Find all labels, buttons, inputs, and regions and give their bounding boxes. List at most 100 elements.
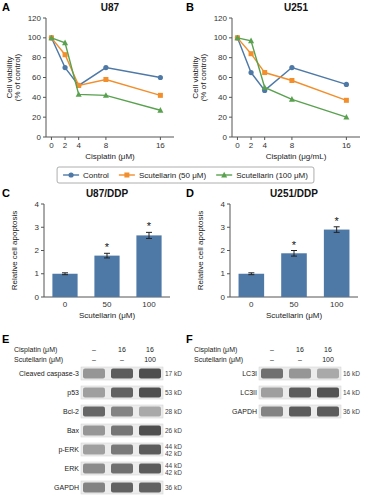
marker bbox=[344, 98, 349, 103]
y-tick bbox=[227, 297, 230, 298]
band bbox=[83, 445, 105, 455]
panel-label: E bbox=[2, 333, 9, 345]
band bbox=[261, 388, 283, 398]
lane-background bbox=[81, 367, 163, 380]
x-tick-label: 8 bbox=[290, 141, 295, 150]
marker bbox=[262, 70, 267, 75]
marker bbox=[62, 40, 68, 46]
marker bbox=[343, 114, 349, 120]
column-header-label: Cisplatin (μM) bbox=[194, 346, 237, 354]
x-tick bbox=[160, 137, 161, 140]
bar bbox=[239, 274, 265, 297]
column-header-value: 16 bbox=[118, 346, 126, 353]
x-label: Scutellarin (μM) bbox=[266, 311, 323, 320]
row-label-right: 26 kD bbox=[165, 427, 182, 434]
band bbox=[83, 426, 105, 436]
bar-panel: U251/DDPD01234Relative cell apoptosis050… bbox=[186, 187, 358, 320]
marker bbox=[103, 92, 109, 98]
panel-label: B bbox=[186, 1, 194, 13]
error-bar bbox=[62, 273, 68, 275]
y-tick-label: 40 bbox=[32, 93, 41, 102]
error-bar bbox=[104, 253, 110, 258]
row-label-right: 44 kD42 kD bbox=[165, 442, 182, 456]
y-tick bbox=[43, 117, 46, 118]
row-label: Bcl-2 bbox=[63, 408, 79, 415]
column-header-value: 16 bbox=[296, 346, 304, 353]
row-label: ERK bbox=[65, 465, 80, 472]
x-tick-label: 16 bbox=[342, 141, 351, 150]
band bbox=[111, 369, 133, 379]
y-tick bbox=[41, 227, 44, 228]
y-tick bbox=[41, 297, 44, 298]
title: U87 bbox=[101, 2, 120, 13]
column-header-value: 100 bbox=[144, 356, 156, 363]
error-bar bbox=[248, 273, 254, 275]
x-tick bbox=[65, 137, 66, 140]
error-bar bbox=[334, 227, 340, 233]
title: U251/DDP bbox=[270, 188, 318, 199]
x-tick-label: 2 bbox=[249, 141, 254, 150]
x-tick-label: 2 bbox=[63, 141, 68, 150]
y-tick-label: 4 bbox=[35, 200, 40, 209]
marker bbox=[289, 96, 295, 102]
band bbox=[289, 407, 311, 417]
x-label: Cisplatin (μg/mL) bbox=[266, 152, 327, 161]
column-header-value: – bbox=[92, 356, 96, 363]
y-tick bbox=[229, 57, 232, 58]
band bbox=[139, 369, 161, 379]
x-label: Scutellarin (μM) bbox=[79, 311, 136, 320]
row-label-right: 14 kD bbox=[343, 389, 360, 396]
x-tick bbox=[291, 137, 292, 140]
y-tick-label: 60 bbox=[32, 73, 41, 82]
y-tick-label: 100 bbox=[28, 33, 42, 42]
band bbox=[139, 483, 161, 493]
y-tick-label: 80 bbox=[32, 53, 41, 62]
lane-background bbox=[259, 386, 341, 399]
band bbox=[261, 369, 283, 379]
row-label: Cleaved caspase-3 bbox=[19, 370, 79, 378]
marker bbox=[62, 65, 67, 70]
band bbox=[111, 464, 133, 474]
x-tick bbox=[51, 137, 52, 140]
y-tick bbox=[41, 204, 44, 205]
column-header-value: – bbox=[120, 356, 124, 363]
y-tick bbox=[43, 57, 46, 58]
legend-label: Control bbox=[83, 171, 109, 180]
x-tick-label: 4 bbox=[76, 141, 81, 150]
x-tick bbox=[264, 137, 265, 140]
x-tick bbox=[78, 137, 79, 140]
lane-background bbox=[81, 481, 163, 494]
band bbox=[317, 407, 339, 417]
bar bbox=[324, 230, 350, 297]
marker bbox=[344, 82, 349, 87]
marker bbox=[262, 84, 268, 90]
lane-background bbox=[259, 367, 341, 380]
title: U87/DDP bbox=[86, 188, 129, 199]
band bbox=[317, 369, 339, 379]
lane-background bbox=[81, 405, 163, 418]
figure: U87A020406080100120Cell viability(% of c… bbox=[0, 0, 371, 500]
y-tick-label: 60 bbox=[218, 73, 227, 82]
y-tick-label: 0 bbox=[37, 133, 42, 142]
x-label: Cisplatin (μM) bbox=[85, 152, 135, 161]
panel-label: F bbox=[186, 333, 193, 345]
panel-label: D bbox=[186, 187, 194, 199]
y-tick-label: 1 bbox=[35, 269, 40, 278]
marker bbox=[221, 172, 227, 178]
row-label: p-ERK bbox=[58, 446, 79, 454]
band bbox=[289, 369, 311, 379]
bar bbox=[281, 253, 307, 297]
row-label: Bax bbox=[67, 427, 80, 434]
plot-area bbox=[234, 35, 349, 120]
annotation: * bbox=[335, 215, 340, 227]
marker bbox=[234, 35, 240, 41]
lane-background bbox=[81, 462, 163, 475]
column-header-value: – bbox=[270, 346, 274, 353]
x-tick-label: 50 bbox=[103, 300, 112, 309]
y-label: Cell viability(% of control) bbox=[190, 53, 208, 101]
band bbox=[111, 388, 133, 398]
plot-area bbox=[52, 232, 161, 297]
y-tick bbox=[43, 137, 46, 138]
y-tick bbox=[229, 37, 232, 38]
y-tick bbox=[227, 273, 230, 274]
